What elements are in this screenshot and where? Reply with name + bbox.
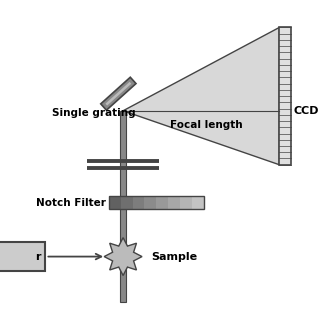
Text: Single grating: Single grating (52, 108, 136, 118)
Bar (132, 196, 144, 209)
Bar (144, 196, 156, 209)
Text: r: r (35, 252, 41, 261)
Polygon shape (105, 82, 131, 106)
Text: Focal length: Focal length (170, 120, 242, 130)
Bar (279, 28, 291, 165)
Polygon shape (104, 238, 142, 276)
Text: Notch Filter: Notch Filter (36, 198, 106, 208)
Bar (109, 196, 204, 209)
Bar (168, 196, 180, 209)
Text: Sample: Sample (151, 252, 198, 261)
Bar (180, 196, 192, 209)
Bar (0, 242, 45, 271)
Bar (109, 196, 121, 209)
Bar (156, 196, 168, 209)
Polygon shape (123, 28, 279, 165)
Bar (120, 111, 126, 302)
Bar (192, 196, 204, 209)
Bar (121, 196, 132, 209)
Text: CCD: CCD (293, 106, 319, 116)
Polygon shape (101, 77, 136, 110)
